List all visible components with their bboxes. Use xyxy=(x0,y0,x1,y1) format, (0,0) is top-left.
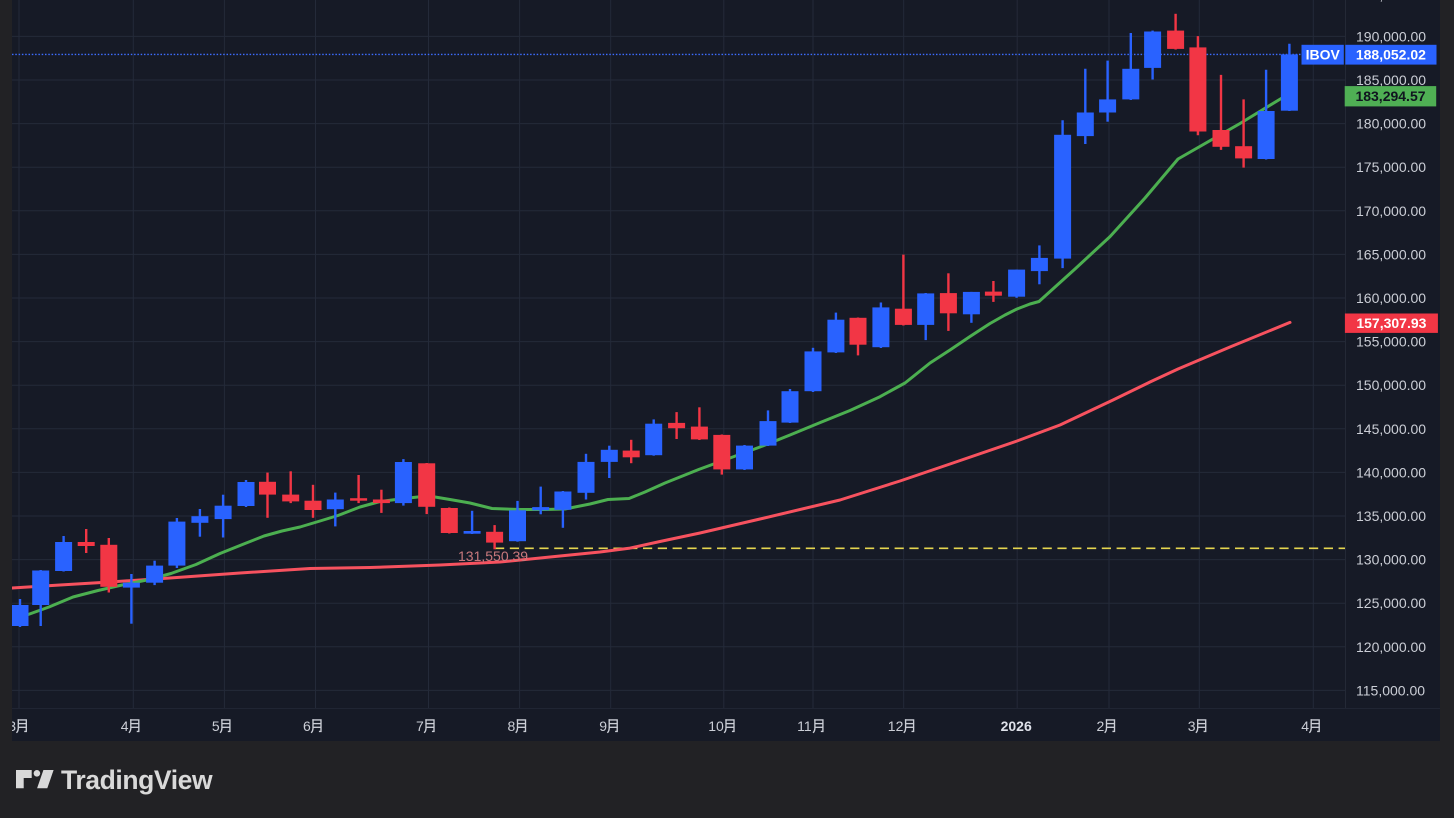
svg-text:155,000.00: 155,000.00 xyxy=(1356,334,1426,350)
svg-text:8: 8 xyxy=(508,718,516,734)
svg-text:7: 7 xyxy=(416,718,424,734)
svg-text:145,000.00: 145,000.00 xyxy=(1356,421,1426,437)
svg-text:183,294.57: 183,294.57 xyxy=(1355,88,1425,104)
svg-text:170,000.00: 170,000.00 xyxy=(1356,203,1426,219)
svg-text:12: 12 xyxy=(888,718,904,734)
svg-text:160,000.00: 160,000.00 xyxy=(1356,290,1426,306)
svg-text:2026: 2026 xyxy=(1001,718,1032,734)
svg-text:2: 2 xyxy=(1097,718,1105,734)
svg-text:11: 11 xyxy=(797,718,812,734)
svg-text:125,000.00: 125,000.00 xyxy=(1356,595,1426,611)
svg-text:120,000.00: 120,000.00 xyxy=(1356,639,1426,655)
svg-text:IBOV: IBOV xyxy=(1306,47,1341,63)
svg-text:TradingView: TradingView xyxy=(61,765,213,795)
svg-text:4: 4 xyxy=(121,718,129,734)
svg-text:157,307.93: 157,307.93 xyxy=(1356,315,1426,331)
svg-text:185,000.00: 185,000.00 xyxy=(1356,72,1426,88)
svg-text:9: 9 xyxy=(599,718,607,734)
svg-text:188,052.02: 188,052.02 xyxy=(1356,47,1426,63)
svg-text:131,550.39: 131,550.39 xyxy=(458,548,528,564)
svg-text:3: 3 xyxy=(1188,718,1196,734)
svg-text:4: 4 xyxy=(1301,718,1309,734)
svg-text:165,000.00: 165,000.00 xyxy=(1356,246,1426,262)
svg-text:175,000.00: 175,000.00 xyxy=(1356,159,1426,175)
svg-text:5: 5 xyxy=(212,718,220,734)
svg-text:130,000.00: 130,000.00 xyxy=(1356,552,1426,568)
svg-text:135,000.00: 135,000.00 xyxy=(1356,508,1426,524)
svg-text:195,000.00: 195,000.00 xyxy=(1356,0,1426,3)
svg-text:115,000.00: 115,000.00 xyxy=(1356,682,1425,698)
svg-text:3: 3 xyxy=(8,718,16,734)
svg-text:180,000.00: 180,000.00 xyxy=(1356,116,1426,132)
svg-text:10: 10 xyxy=(708,718,724,734)
svg-text:140,000.00: 140,000.00 xyxy=(1356,464,1426,480)
svg-text:6: 6 xyxy=(303,718,311,734)
svg-text:190,000.00: 190,000.00 xyxy=(1356,28,1426,44)
svg-text:150,000.00: 150,000.00 xyxy=(1356,377,1426,393)
